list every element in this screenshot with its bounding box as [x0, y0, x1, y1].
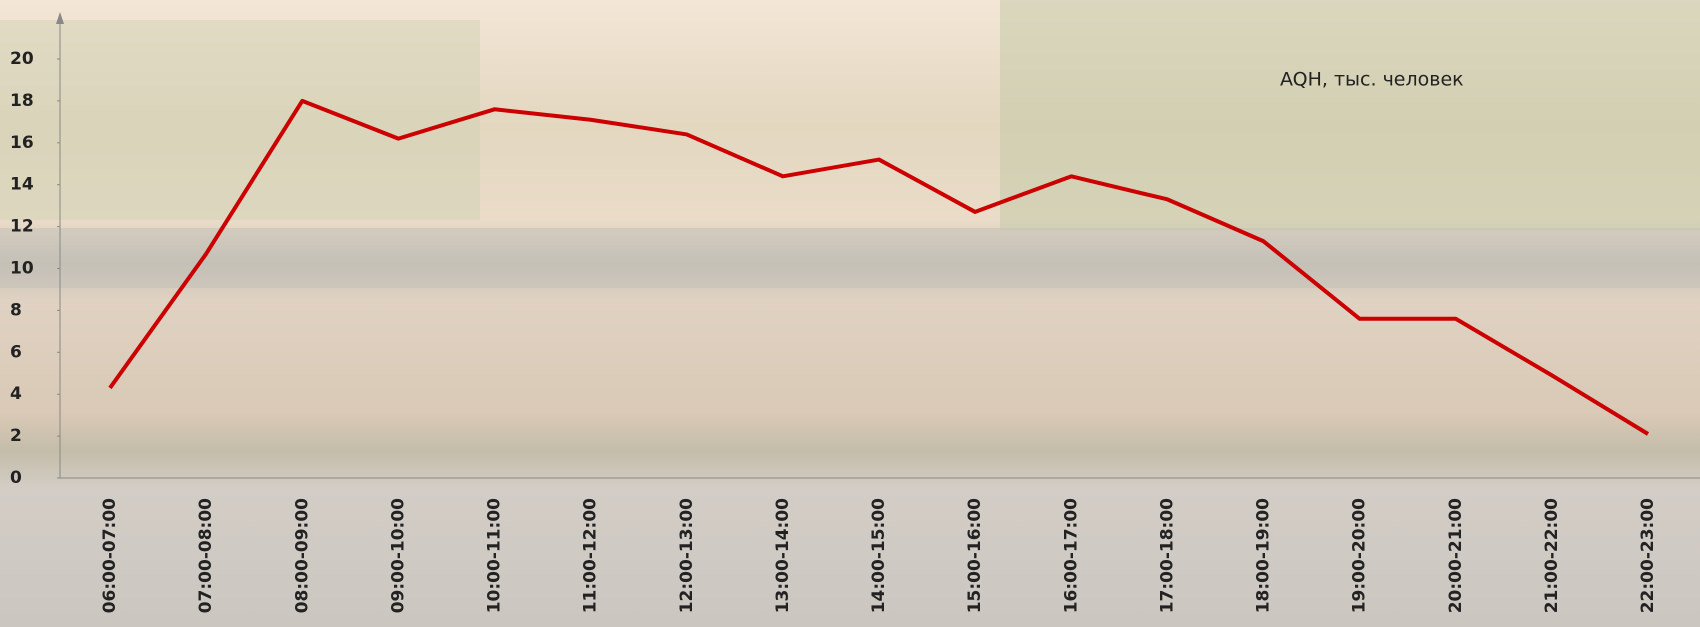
legend-text: AQH, тыс. человек	[1280, 69, 1464, 91]
x-tick-label: 08:00-09:00	[292, 498, 312, 613]
trees-left	[0, 20, 480, 220]
x-tick-label: 22:00-23:00	[1638, 498, 1658, 613]
y-tick-label: 16	[10, 133, 34, 153]
y-tick-label: 18	[10, 91, 34, 111]
x-tick-label: 20:00-21:00	[1446, 498, 1466, 613]
guard-rail	[0, 228, 1700, 288]
y-tick-label: 10	[10, 259, 34, 279]
y-tick-label: 0	[10, 468, 22, 488]
x-tick-label: 11:00-12:00	[581, 498, 601, 613]
x-tick-label: 10:00-11:00	[485, 498, 505, 613]
x-tick-label: 16:00-17:00	[1061, 498, 1081, 613]
x-tick-label: 12:00-13:00	[677, 498, 697, 613]
y-tick-label: 14	[10, 175, 34, 195]
x-tick-label: 21:00-22:00	[1542, 498, 1562, 613]
x-tick-label: 09:00-10:00	[388, 498, 408, 613]
y-tick-label: 2	[10, 426, 22, 446]
y-tick-label: 12	[10, 217, 34, 237]
y-tick-label: 20	[10, 49, 34, 69]
x-tick-label: 19:00-20:00	[1350, 498, 1370, 613]
x-tick-label: 07:00-08:00	[196, 498, 216, 613]
trees-right	[1000, 0, 1700, 230]
y-tick-label: 4	[10, 384, 22, 404]
x-tick-label: 13:00-14:00	[773, 498, 793, 613]
y-tick-label: 6	[10, 342, 22, 362]
x-tick-label: 14:00-15:00	[869, 498, 889, 613]
x-tick-label: 17:00-18:00	[1157, 498, 1177, 613]
x-tick-label: 15:00-16:00	[965, 498, 985, 613]
chart: AQH, тыс. человек 0 2 4 6 8 10 12 14 16 18 20 06:00…	[0, 0, 1700, 627]
x-tick-label: 06:00-07:00	[100, 498, 120, 613]
x-tick-label: 18:00-19:00	[1254, 498, 1274, 613]
y-tick-label: 8	[10, 300, 22, 320]
